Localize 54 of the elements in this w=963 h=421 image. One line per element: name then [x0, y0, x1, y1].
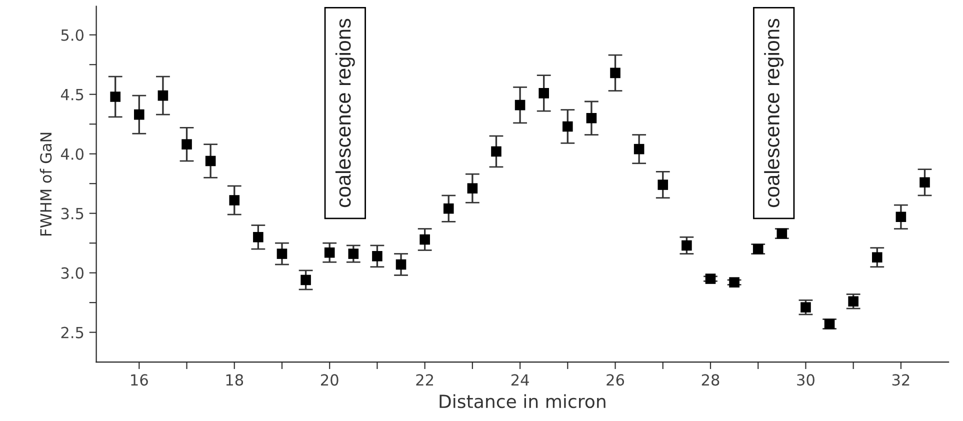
point	[610, 68, 620, 78]
point	[110, 92, 120, 102]
point	[253, 232, 264, 242]
x-tick-label: 32	[892, 374, 910, 386]
point	[134, 109, 144, 120]
point	[824, 318, 835, 330]
point	[538, 88, 550, 98]
x-tick-label: 30	[797, 374, 814, 386]
point	[229, 195, 240, 206]
point	[634, 144, 644, 154]
x-tick-label: 26	[606, 374, 624, 386]
point	[443, 203, 454, 214]
point	[514, 100, 526, 110]
point	[396, 259, 406, 270]
annotation: coalescence regions	[335, 18, 355, 208]
point	[324, 247, 335, 258]
point	[348, 248, 359, 259]
x-tick-label: 16	[131, 374, 148, 386]
x-tick-label: 22	[416, 374, 434, 386]
annotation: coalescence regions	[764, 18, 784, 208]
point	[276, 248, 288, 259]
y-tick-label: 4.0	[60, 148, 84, 160]
point	[752, 244, 764, 254]
point	[682, 240, 692, 251]
point	[372, 251, 382, 262]
point	[182, 139, 192, 150]
x-tick-label: 24	[511, 374, 529, 386]
y-tick-label: 4.5	[60, 89, 84, 100]
point	[920, 177, 930, 188]
point	[705, 274, 716, 284]
x-tick-label: 18	[226, 374, 244, 386]
y-tick-label: 5.0	[61, 29, 84, 41]
y-tick-label: 3.5	[61, 208, 84, 220]
y-tick-label: 3.0	[61, 267, 84, 279]
point	[729, 277, 740, 288]
point	[800, 302, 811, 312]
x-tick-label: 20	[321, 374, 338, 386]
point	[586, 113, 597, 124]
x-axis-title: Distance in micron	[440, 394, 606, 408]
point	[467, 183, 478, 194]
point	[848, 296, 858, 307]
point	[776, 228, 788, 239]
point	[300, 274, 311, 286]
point	[896, 212, 906, 222]
y-tick-label: 2.5	[61, 326, 84, 338]
point	[491, 146, 502, 157]
point	[158, 90, 168, 101]
point	[420, 234, 430, 245]
y-axis-title: FWHM of GaN	[40, 132, 52, 236]
point	[562, 121, 573, 132]
point	[658, 180, 668, 190]
point	[205, 156, 216, 166]
point	[872, 252, 882, 263]
x-tick-label: 28	[702, 374, 720, 386]
